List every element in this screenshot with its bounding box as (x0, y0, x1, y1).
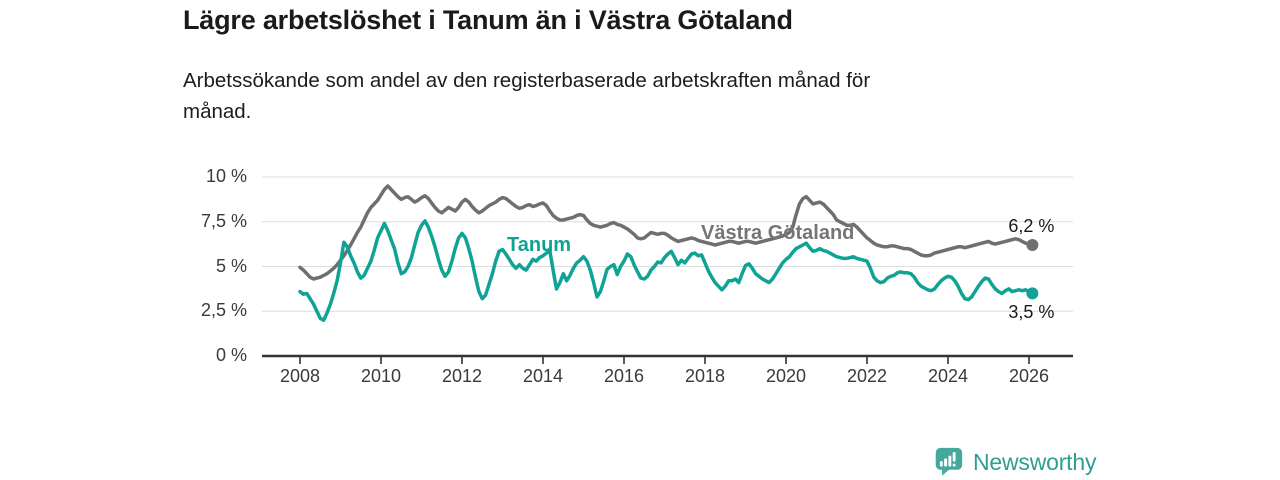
x-tick-label: 2012 (441, 366, 483, 386)
x-tick-label: 2020 (765, 366, 807, 386)
series-end-dot (1026, 287, 1039, 300)
x-tick-label: 2018 (684, 366, 726, 386)
x-tick-label: 2014 (522, 366, 564, 386)
y-tick-label: 0 % (215, 345, 247, 365)
newsworthy-wordmark: Newsworthy (973, 449, 1097, 475)
x-tick-label: 2016 (603, 366, 645, 386)
newsworthy-bar-chart-icon (935, 447, 963, 476)
x-tick-label: 2008 (279, 366, 321, 386)
series-label-tanum: Tanum (507, 234, 572, 256)
y-tick-label: 5 % (215, 255, 247, 276)
x-tick-label: 2022 (846, 366, 888, 386)
x-tick-label: 2024 (927, 366, 969, 386)
end-value-tanum: 3,5 % (1008, 302, 1055, 323)
series-line-vastra-gotaland (298, 184, 1035, 281)
x-tick-label: 2010 (360, 366, 402, 386)
y-tick-label: 2,5 % (200, 300, 247, 321)
y-tick-label: 7,5 % (200, 210, 247, 231)
x-tick-label: 2026 (1008, 366, 1050, 386)
newsworthy-logo: Newsworthy (933, 446, 1096, 479)
series-end-dot (1026, 239, 1039, 252)
y-tick-label: 10 % (205, 166, 247, 186)
series-line-tanum (298, 219, 1035, 322)
chart-subtitle: Arbetssökande som andel av den registerb… (183, 69, 871, 123)
page-title: Lägre arbetslöshet i Tanum än i Västra G… (183, 5, 793, 35)
end-value-vastra-gotaland: 6,2 % (1008, 216, 1055, 237)
series-label-vastra-gotaland: Västra Götaland (701, 222, 855, 244)
